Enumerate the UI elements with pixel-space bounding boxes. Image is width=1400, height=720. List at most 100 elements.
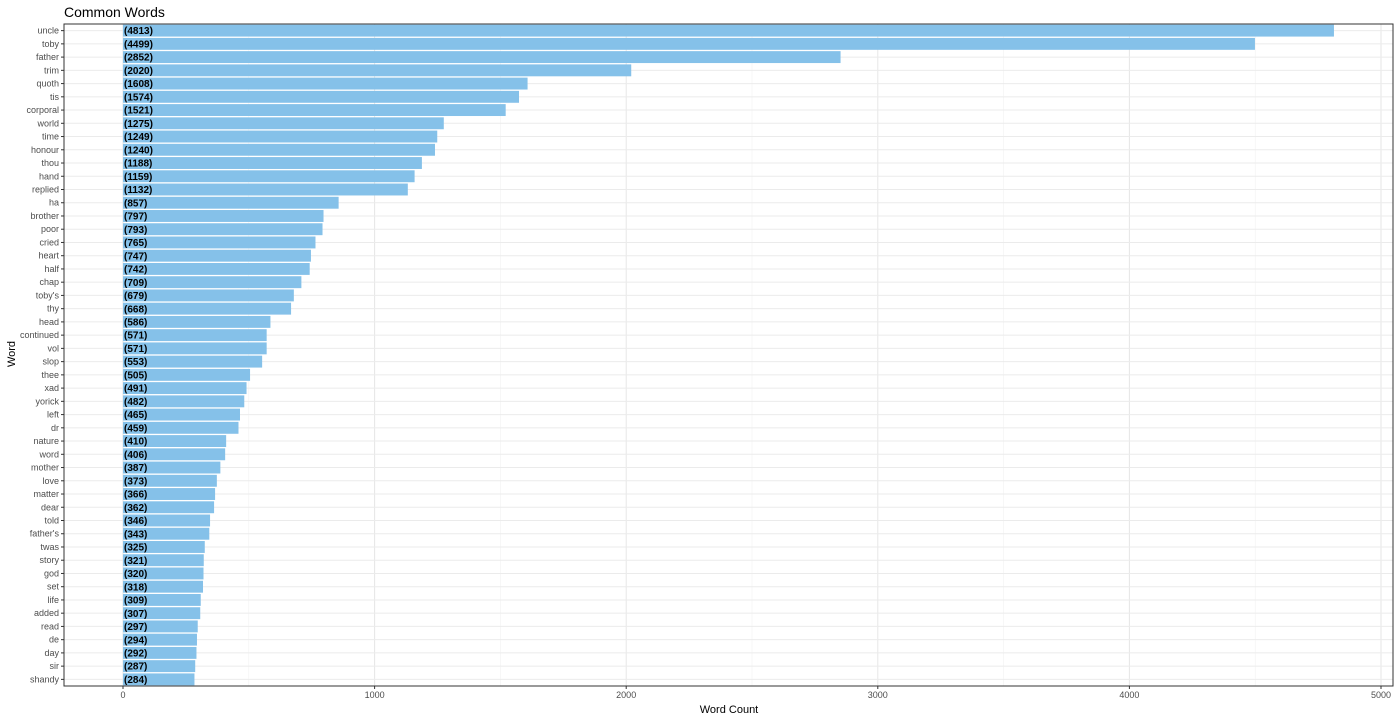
data-label-twas: (325): [124, 543, 147, 554]
y-tick-label-set: set: [47, 582, 60, 592]
y-tick-label-slop: slop: [42, 357, 59, 367]
y-tick-label-heart: heart: [38, 251, 59, 261]
y-tick-label-half: half: [44, 264, 59, 274]
data-label-trim: (2020): [124, 66, 153, 77]
data-labels: (4813) (4499) (2852) (2020) (1608) (1574) (152…: [124, 26, 153, 686]
data-label-toby's: (679): [124, 291, 147, 302]
bar-nature: [123, 435, 227, 448]
data-label-tis: (1574): [124, 92, 153, 103]
bar-half: [123, 262, 310, 275]
y-tick-label-chap: chap: [39, 277, 59, 287]
bars: [123, 24, 1334, 686]
bar-shandy: [123, 673, 195, 686]
data-label-added: (307): [124, 609, 147, 620]
bar-read: [123, 620, 198, 633]
y-tick-label-yorick: yorick: [35, 396, 59, 406]
bar-toby: [123, 37, 1255, 50]
bar-left: [123, 408, 240, 421]
data-label-head: (586): [124, 318, 147, 329]
bar-thy: [123, 302, 292, 315]
bar-set: [123, 580, 204, 593]
data-label-sir: (287): [124, 662, 147, 673]
x-tick-label: 2000: [616, 690, 636, 700]
bar-story: [123, 554, 204, 567]
y-tick-label-uncle: uncle: [37, 26, 59, 36]
data-label-half: (742): [124, 265, 147, 276]
bar-dear: [123, 501, 215, 514]
data-label-thou: (1188): [124, 159, 152, 170]
data-label-word: (406): [124, 450, 147, 461]
x-axis-title: Word Count: [700, 704, 759, 716]
data-label-father's: (343): [124, 529, 147, 540]
y-tick-label-thee: thee: [41, 370, 59, 380]
bar-continued: [123, 329, 267, 342]
y-tick-label-toby's: toby's: [36, 290, 60, 300]
plot-panel-border: [63, 23, 1394, 687]
bar-time: [123, 130, 438, 143]
data-label-chap: (709): [124, 278, 147, 289]
bar-slop: [123, 355, 263, 368]
bar-love: [123, 474, 217, 487]
y-axis: uncle toby father trim quoth tis corporal world…: [20, 26, 64, 684]
data-label-uncle: (4813): [124, 26, 153, 37]
data-label-father: (2852): [124, 53, 153, 64]
data-label-set: (318): [124, 582, 147, 593]
bar-replied: [123, 183, 408, 196]
data-label-god: (320): [124, 569, 147, 580]
y-tick-label-thou: thou: [41, 158, 59, 168]
bar-word: [123, 448, 226, 461]
bar-heart: [123, 249, 311, 262]
y-tick-label-head: head: [39, 317, 59, 327]
data-label-poor: (793): [124, 225, 147, 236]
y-tick-label-quoth: quoth: [36, 79, 59, 89]
y-tick-label-word: word: [38, 449, 59, 459]
bar-god: [123, 567, 204, 580]
data-label-quoth: (1608): [124, 79, 153, 90]
bar-told: [123, 514, 211, 527]
data-label-dear: (362): [124, 503, 147, 514]
data-label-hand: (1159): [124, 172, 152, 183]
bar-corporal: [123, 104, 506, 117]
y-tick-label-father: father: [36, 52, 59, 62]
y-tick-label-god: god: [44, 568, 59, 578]
y-tick-label-tis: tis: [50, 92, 60, 102]
y-tick-label-added: added: [34, 608, 59, 618]
y-tick-label-corporal: corporal: [26, 105, 59, 115]
y-tick-label-de: de: [49, 635, 59, 645]
data-label-love: (373): [124, 476, 147, 487]
bar-quoth: [123, 77, 528, 90]
y-tick-label-brother: brother: [30, 211, 59, 221]
bar-vol: [123, 342, 267, 355]
data-label-de: (294): [124, 635, 147, 646]
data-label-continued: (571): [124, 331, 147, 342]
bar-honour: [123, 143, 435, 156]
bar-toby's: [123, 289, 294, 302]
y-tick-label-hand: hand: [39, 171, 59, 181]
data-label-heart: (747): [124, 251, 147, 262]
y-tick-label-continued: continued: [20, 330, 59, 340]
bar-matter: [123, 488, 216, 500]
bar-father's: [123, 527, 210, 540]
y-tick-label-story: story: [39, 555, 59, 565]
data-label-time: (1249): [124, 132, 153, 143]
x-tick-label: 1000: [365, 690, 385, 700]
bar-added: [123, 607, 201, 620]
y-tick-label-world: world: [36, 118, 59, 128]
y-tick-label-life: life: [47, 595, 59, 605]
data-label-xad: (491): [124, 384, 147, 395]
y-tick-label-toby: toby: [42, 39, 60, 49]
data-label-slop: (553): [124, 357, 147, 368]
bar-sir: [123, 660, 196, 673]
data-label-day: (292): [124, 649, 147, 660]
y-tick-label-thy: thy: [47, 304, 60, 314]
bar-head: [123, 315, 271, 328]
bar-hand: [123, 170, 415, 183]
y-axis-title: Word: [6, 341, 18, 367]
y-tick-label-left: left: [47, 410, 60, 420]
y-tick-label-read: read: [41, 621, 59, 631]
bar-father: [123, 51, 841, 64]
y-tick-label-cried: cried: [39, 237, 59, 247]
data-label-matter: (366): [124, 490, 147, 501]
